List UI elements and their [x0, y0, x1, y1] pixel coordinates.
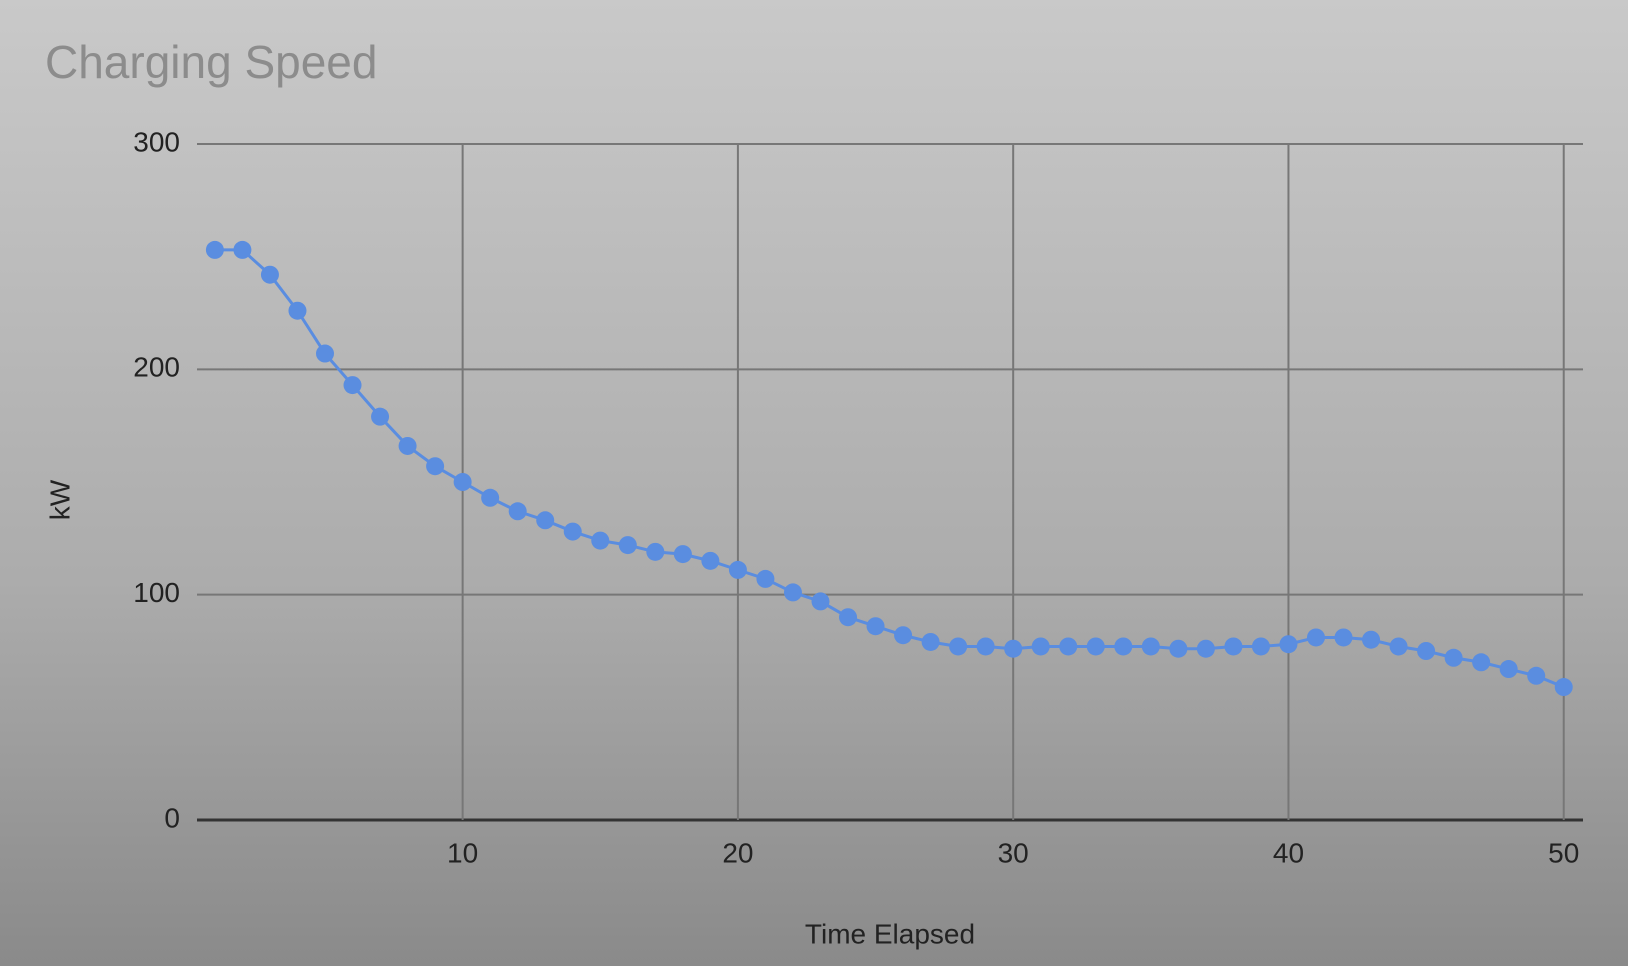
point [728, 560, 747, 579]
point [481, 488, 500, 507]
point [811, 592, 830, 611]
point [398, 436, 417, 455]
point [536, 511, 555, 530]
point [839, 608, 858, 627]
point [866, 617, 885, 636]
point [756, 569, 775, 588]
point [288, 301, 307, 320]
point [1334, 628, 1353, 647]
point [1527, 666, 1546, 685]
point [1251, 637, 1270, 656]
point [1362, 630, 1381, 649]
point [673, 545, 692, 564]
point [618, 536, 637, 555]
point [233, 240, 252, 259]
point [1389, 637, 1408, 656]
point [453, 473, 472, 491]
point [976, 637, 995, 656]
y-tick-label: 100 [133, 577, 180, 608]
point [1279, 635, 1298, 654]
point [894, 626, 913, 645]
point [921, 632, 940, 651]
point [205, 240, 224, 259]
y-axis-label: kW [44, 479, 75, 520]
point [591, 531, 610, 550]
point [371, 407, 390, 426]
point [1114, 637, 1133, 656]
point [1031, 637, 1050, 656]
point [508, 502, 527, 521]
point [949, 637, 968, 656]
x-tick-label: 40 [1273, 837, 1304, 868]
point [1224, 637, 1243, 656]
x-tick-label: 20 [722, 837, 753, 868]
point [260, 265, 279, 284]
point [1196, 639, 1215, 658]
point [1059, 637, 1078, 656]
point [646, 542, 665, 561]
point [701, 551, 720, 570]
y-tick-label: 0 [164, 802, 180, 833]
chart-title: Charging Speed [45, 36, 377, 88]
x-axis-label: Time Elapsed [805, 918, 975, 949]
x-tick-label: 50 [1548, 837, 1579, 868]
point [316, 344, 335, 363]
point [1417, 642, 1436, 660]
point [343, 376, 362, 395]
y-tick-label: 200 [133, 352, 180, 383]
point [1472, 653, 1491, 672]
point [1554, 678, 1573, 697]
x-tick-label: 30 [998, 837, 1029, 868]
point [1086, 637, 1105, 656]
point [1499, 660, 1518, 679]
point [1444, 648, 1463, 667]
point [783, 583, 802, 602]
point [426, 457, 445, 476]
point [1306, 628, 1325, 647]
point [1141, 637, 1160, 656]
x-tick-label: 10 [447, 837, 478, 868]
y-tick-label: 300 [133, 126, 180, 157]
point [1169, 639, 1188, 658]
point [563, 522, 582, 541]
point [1004, 639, 1023, 658]
